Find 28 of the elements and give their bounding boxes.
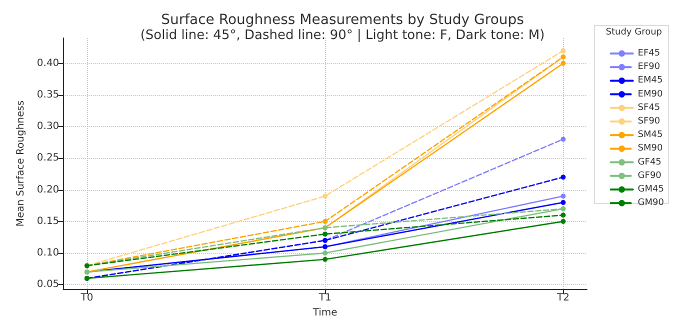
legend-label: SM90 [638, 144, 664, 154]
legend-label: EF45 [638, 48, 660, 58]
x-tick-label: T1 [318, 292, 332, 304]
chart-subtitle: (Solid line: 45°, Dashed line: 90° | Light tone: F, Dark tone: M) [140, 28, 545, 43]
legend-label: SM45 [638, 130, 663, 140]
legend-label: GF90 [638, 170, 662, 181]
y-tick-label: 0.35 [36, 89, 60, 100]
y-axis-title: Mean Surface Roughness [16, 100, 26, 227]
legend-label: SF45 [638, 102, 660, 113]
x-tick-label: T0 [80, 292, 94, 304]
x-tick-label: T2 [556, 292, 570, 304]
legend-label: GM45 [638, 184, 664, 194]
y-tick-label: 0.05 [36, 279, 60, 290]
legend-label: EM90 [638, 89, 663, 100]
legend-label: EM45 [638, 76, 663, 86]
y-tick-label: 0.25 [36, 152, 60, 164]
legend-label: SF90 [638, 116, 660, 126]
y-tick-label: 0.15 [36, 216, 60, 227]
y-tick-label: 0.20 [36, 184, 60, 196]
chart-title: Surface Roughness Measurements by Study Groups [161, 12, 524, 28]
y-tick-label: 0.30 [36, 121, 60, 132]
legend-label: GF45 [638, 157, 662, 168]
legend-title: Study Group [606, 28, 662, 38]
y-tick-label: 0.40 [36, 58, 60, 69]
y-tick-label: 0.10 [36, 248, 60, 259]
legend-label: EF90 [638, 62, 660, 72]
legend-label: GM90 [638, 198, 664, 208]
x-axis-title: Time [312, 308, 338, 318]
